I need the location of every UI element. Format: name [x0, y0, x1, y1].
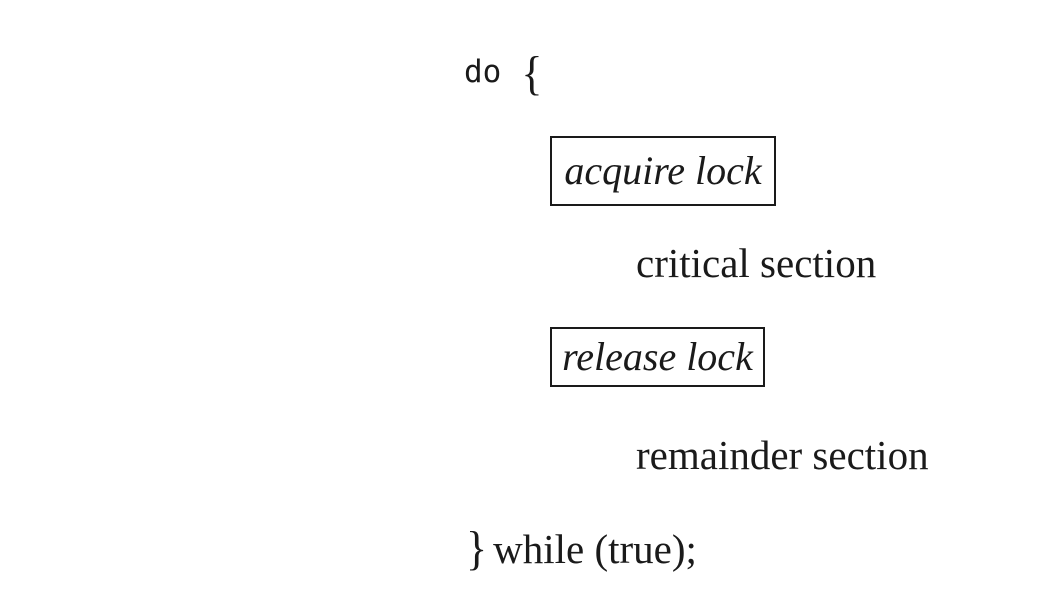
close-brace: }	[466, 522, 488, 575]
while-clause: while (true);	[493, 526, 697, 572]
do-line: do {	[464, 47, 543, 100]
do-keyword: do	[464, 54, 502, 90]
remainder-section-label: remainder section	[636, 432, 929, 478]
critical-section-label: critical section	[636, 240, 877, 286]
release-lock-box: release lock	[550, 327, 765, 387]
acquire-lock-box: acquire lock	[550, 136, 776, 206]
open-brace: {	[521, 47, 543, 100]
while-line: } while (true);	[466, 522, 697, 575]
